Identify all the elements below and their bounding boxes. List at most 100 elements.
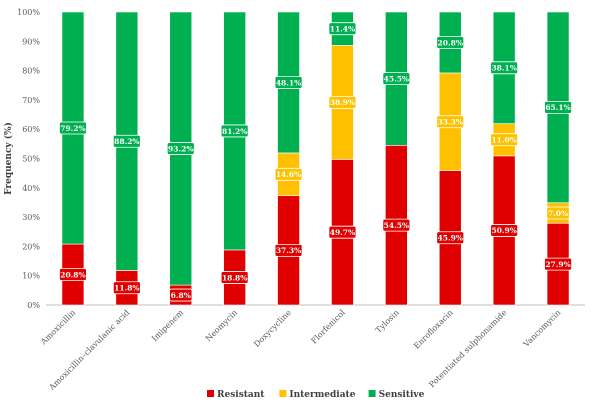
data-label-text: 50.9%: [491, 226, 516, 235]
data-label-text: 88.2%: [114, 137, 139, 146]
data-label-bg: [112, 134, 141, 148]
data-label-text: 49.7%: [330, 228, 355, 237]
data-label: 79.2%: [59, 121, 87, 135]
x-category-label: Florfenicol: [309, 308, 347, 346]
x-category-label: Vancomycin: [521, 308, 562, 349]
data-label: 88.2%: [112, 134, 141, 148]
x-category-label: Amoxicillin: [38, 308, 77, 347]
data-label-bg: [112, 281, 141, 295]
data-label-bg: [490, 61, 519, 75]
y-axis-label: Frequency (%): [3, 122, 14, 195]
x-category-label: Imipenem: [150, 308, 185, 343]
legend-swatch-resistant: [207, 390, 214, 397]
data-label-bg: [274, 76, 303, 89]
data-label-bg: [328, 95, 357, 109]
data-label-bg: [274, 167, 303, 181]
x-category-label: Tylosin: [374, 308, 401, 335]
y-axis-ticks: 0% 10% 20% 30% 40% 50% 60% 70% 80% 90% 100%: [17, 8, 40, 310]
data-label: 11.8%: [112, 281, 141, 295]
data-label: 6.8%: [169, 288, 193, 302]
y-tick-label: 100%: [17, 8, 40, 17]
x-category-label: Neomycin: [204, 308, 239, 343]
y-tick-label: 20%: [22, 242, 40, 251]
data-label-bg: [490, 133, 519, 147]
data-label: 38.1%: [490, 61, 519, 75]
data-label: 45.9%: [436, 231, 465, 245]
data-label: 48.1%: [274, 76, 303, 89]
data-label: 11.4%: [328, 22, 357, 36]
data-label-text: 14.6%: [276, 170, 301, 179]
data-label: 18.8%: [220, 271, 249, 284]
y-tick-label: 50%: [22, 155, 40, 164]
legend-swatch-sensitive: [368, 390, 376, 397]
data-label-text: 65.1%: [545, 103, 570, 112]
data-label-text: 20.8%: [60, 270, 85, 279]
y-tick-label: 0%: [27, 301, 40, 310]
data-label-text: 45.9%: [438, 234, 463, 243]
legend-label-sensitive: Sensitive: [379, 390, 425, 400]
x-category-label: Enrofloxacin: [412, 308, 455, 351]
data-label-text: 48.1%: [276, 78, 301, 87]
y-tick-label: 10%: [22, 272, 40, 281]
data-label: 37.3%: [274, 243, 303, 257]
data-label: 20.8%: [436, 36, 465, 49]
data-label: 11.0%: [490, 133, 519, 147]
data-label: 7.0%: [546, 206, 570, 220]
data-label: 49.7%: [328, 225, 357, 239]
data-label-bg: [436, 36, 465, 49]
data-label: 27.9%: [544, 257, 572, 271]
data-label-bg: [59, 268, 87, 281]
x-category-label: Doxycycline: [252, 308, 293, 349]
data-label-text: 27.9%: [545, 260, 570, 269]
data-label-bg: [220, 124, 249, 138]
y-tick-label: 30%: [22, 213, 40, 222]
data-label-bg: [169, 288, 193, 302]
legend-label-resistant: Resistant: [217, 390, 265, 400]
data-label-text: 33.3%: [438, 118, 463, 127]
data-label: 45.5%: [382, 72, 411, 86]
data-label-text: 38.9%: [330, 98, 355, 107]
data-label-text: 11.8%: [114, 284, 139, 293]
data-label-bg: [436, 231, 465, 245]
data-label-text: 7.0%: [548, 209, 568, 218]
data-label-bg: [166, 142, 195, 155]
data-label-bg: [328, 225, 357, 239]
data-label-text: 11.0%: [491, 136, 516, 145]
data-label: 65.1%: [544, 100, 572, 114]
data-label-bg: [59, 121, 87, 135]
data-label-bg: [328, 22, 357, 36]
data-label: 50.9%: [490, 224, 519, 237]
data-label-bg: [546, 206, 570, 220]
y-tick-label: 60%: [22, 125, 40, 134]
data-label: 38.9%: [328, 95, 357, 109]
data-label-text: 45.5%: [384, 74, 409, 83]
data-label-text: 38.1%: [491, 64, 516, 73]
data-label-bg: [274, 243, 303, 257]
legend: Resistant Intermediate Sensitive: [207, 390, 425, 400]
data-label: 81.2%: [220, 124, 249, 138]
data-label-bg: [220, 271, 249, 284]
y-tick-label: 80%: [22, 67, 40, 76]
y-tick-label: 70%: [22, 96, 40, 105]
data-label-text: 37.3%: [276, 246, 301, 255]
data-label-text: 79.2%: [60, 124, 85, 133]
bars-group: 20.8% 79.2% 11.8% 88.2% 6.8% 93.2% 18.8% 81.2% 3…: [59, 11, 572, 306]
data-label-text: 81.2%: [222, 127, 247, 136]
data-label-text: 93.2%: [168, 144, 193, 153]
data-label-text: 20.8%: [438, 38, 463, 47]
data-label-bg: [436, 115, 465, 129]
data-label-bg: [544, 257, 572, 271]
data-label-text: 18.8%: [222, 273, 247, 282]
data-label-bg: [382, 218, 411, 232]
data-label: 33.3%: [436, 115, 465, 129]
data-label-bg: [544, 100, 572, 114]
data-label-bg: [490, 224, 519, 237]
data-label: 20.8%: [59, 268, 87, 281]
legend-label-intermediate: Intermediate: [289, 390, 355, 400]
data-label-text: 54.5%: [384, 221, 409, 230]
data-label: 54.5%: [382, 218, 411, 232]
y-tick-label: 40%: [22, 184, 40, 193]
data-label: 14.6%: [274, 167, 303, 181]
data-label-bg: [382, 72, 411, 86]
